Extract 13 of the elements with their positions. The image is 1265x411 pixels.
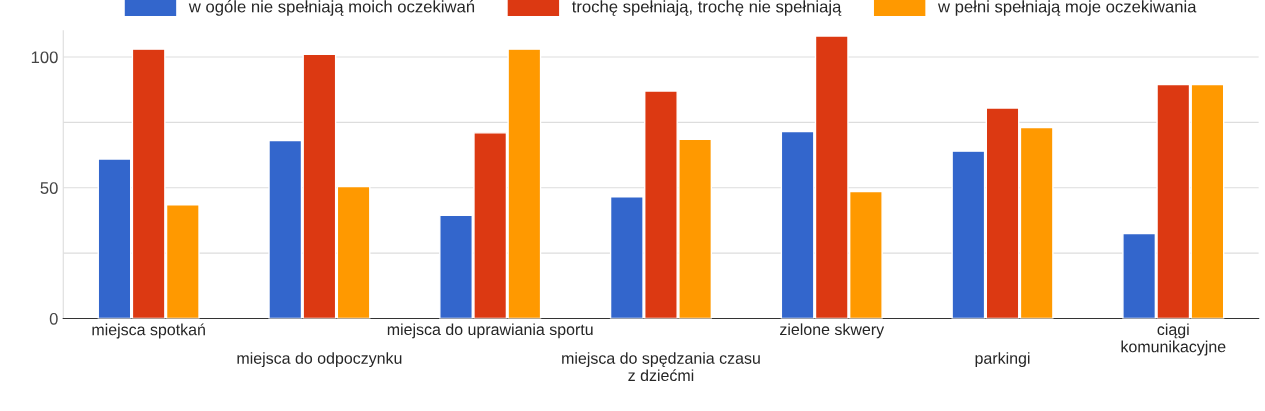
legend-label: trochę spełniają, trochę nie spełniają [571,0,842,16]
x-tick-label: ciągi komunikacyjne [1121,323,1226,356]
x-tick-label: parkingi [975,352,1030,368]
legend-label: w pełni spełniają moje oczekiwania [937,0,1197,16]
legend-label: w ogóle nie spełniają moich oczekiwań [188,0,475,16]
y-tick-label: 100 [31,51,58,64]
y-tick-label: 50 [40,182,58,194]
y-tick-label: 0 [49,312,58,325]
x-tick-label: miejsca do odpoczynku [237,352,402,368]
x-tick-label: miejsca spotkań [92,323,205,339]
x-tick-label: miejsca do uprawiania sportu [387,323,593,339]
x-tick-label: miejsca do spędzania czasu z dziećmi [562,352,760,382]
x-tick-label: zielone skwery [780,323,885,339]
